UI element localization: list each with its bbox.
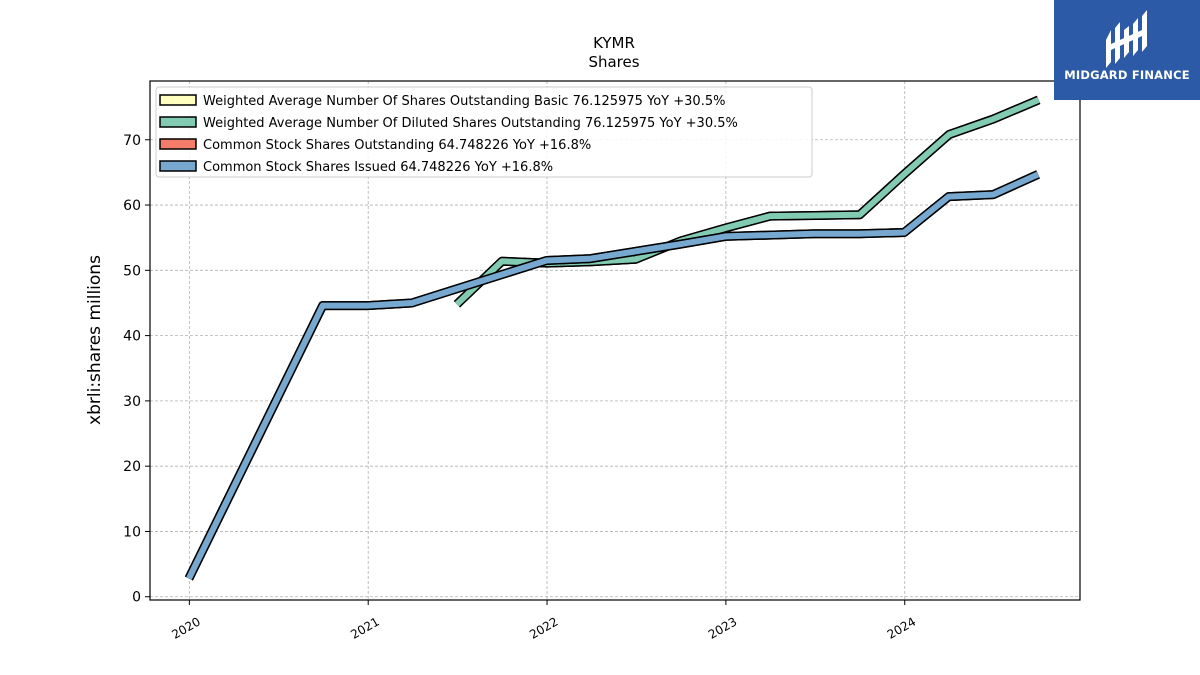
- y-tick-label: 20: [123, 459, 141, 475]
- y-tick-label: 0: [132, 590, 141, 606]
- y-tick-label: 10: [123, 524, 141, 540]
- legend-swatch-2: [159, 116, 197, 128]
- y-axis-label: xbrli:shares millions: [85, 255, 105, 425]
- y-tick-label: 50: [123, 263, 141, 279]
- legend-swatch-3: [159, 138, 197, 150]
- x-tick-label: 2021: [348, 614, 381, 641]
- legend-label-4: Common Stock Shares Issued 64.748226 YoY…: [203, 160, 553, 175]
- x-tick-label: 2024: [885, 614, 918, 641]
- chart-subtitle: Shares: [588, 53, 639, 71]
- legend-label-2: Weighted Average Number Of Diluted Share…: [203, 116, 738, 131]
- y-tick-label: 60: [123, 198, 141, 214]
- legend-swatch-4: [159, 160, 197, 172]
- logo-text: MIDGARD FINANCE: [1064, 68, 1190, 82]
- legend: Weighted Average Number Of Shares Outsta…: [155, 86, 813, 178]
- y-tick-label: 30: [123, 394, 141, 410]
- chart-title: KYMR: [593, 34, 635, 52]
- logo-mark-icon: [1106, 10, 1147, 68]
- legend-label-1: Weighted Average Number Of Shares Outsta…: [203, 94, 725, 109]
- series-4-line: [186, 171, 1040, 580]
- legend-swatch-1: [159, 94, 197, 106]
- series-3-line: [186, 171, 1040, 580]
- x-tick-label: 2020: [169, 614, 202, 641]
- series-4-outline: [184, 170, 1040, 581]
- x-tick-label: 2022: [527, 614, 560, 641]
- series-3-outline: [184, 170, 1040, 581]
- y-tick-label: 40: [123, 329, 141, 345]
- legend-frame: [155, 86, 813, 178]
- plot-frame: [149, 80, 1081, 601]
- series-layer: [184, 95, 1041, 581]
- x-tick-label: 2023: [706, 614, 739, 641]
- legend-label-3: Common Stock Shares Outstanding 64.74822…: [203, 138, 591, 153]
- brand-logo: MIDGARD FINANCE: [1054, 0, 1200, 100]
- ticks: 2020 2021 2022 2023 2024 0 10 20 30 40 50 60 70: [123, 133, 918, 642]
- y-tick-label: 70: [123, 133, 141, 149]
